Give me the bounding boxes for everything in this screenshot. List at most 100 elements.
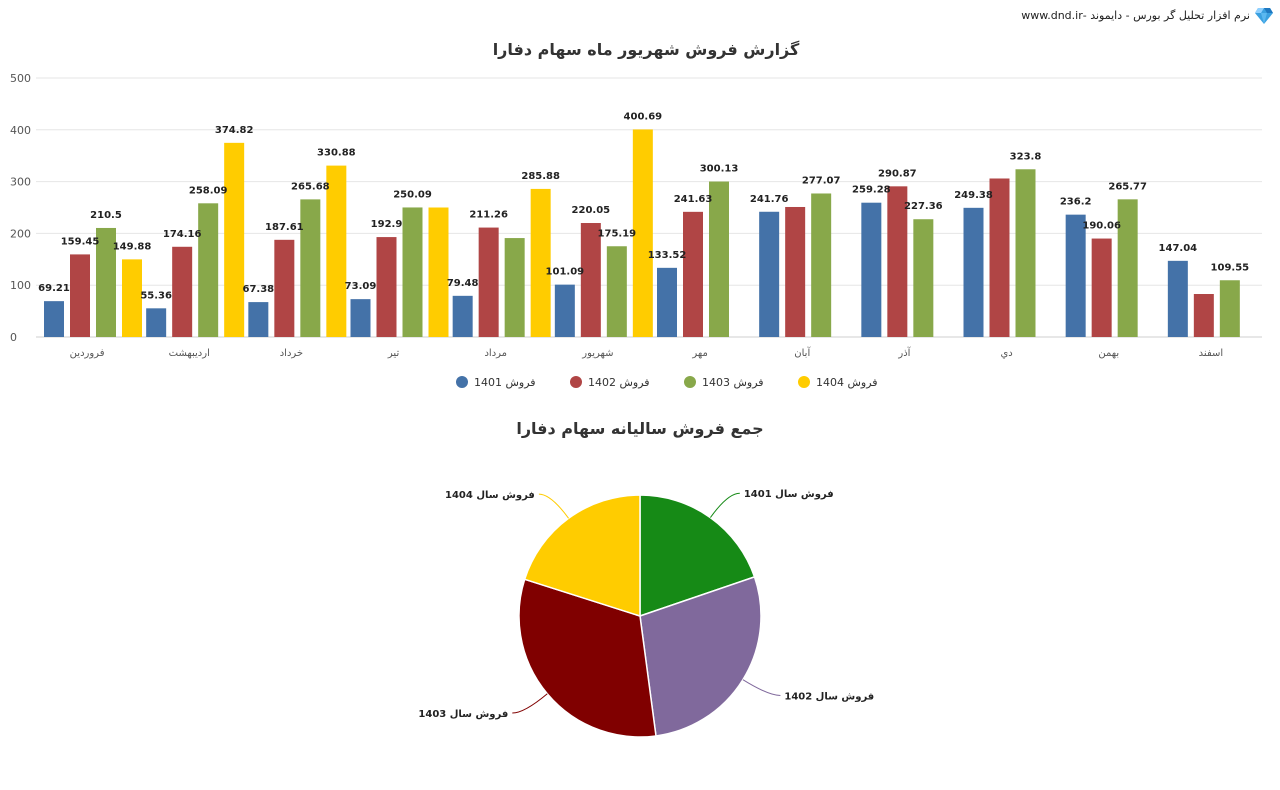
bar [428,207,449,337]
x-category-label: مرداد [484,348,507,359]
bar-chart-legend: فروش 1401 فروش 1402 فروش 1403 فروش 1404 [456,376,878,389]
data-label: 187.61 [265,222,304,233]
x-category-label: خرداد [280,348,303,359]
bar [989,178,1010,337]
bar [554,284,575,337]
data-label: 265.68 [291,181,330,192]
pie-slice-label: فروش سال 1404 [445,490,535,501]
data-label: 220.05 [572,205,611,216]
data-label: 249.38 [954,190,993,201]
pie-slice-label: فروش سال 1402 [784,692,874,703]
pie-chart-labels: فروش سال 1401 فروش سال 1402 فروش سال 1403 ف… [418,489,874,720]
data-label: 109.55 [1211,262,1250,273]
data-label: 192.9 [371,219,403,230]
x-category-label: فروردین [70,348,105,359]
data-label: 174.16 [163,229,202,240]
bar [861,202,882,337]
legend-marker [684,376,696,388]
y-tick-label: 300 [10,176,31,189]
x-category-label: آذر [897,346,911,359]
bar-chart-y-axis: 0 100 200 300 400 500 [10,72,31,344]
data-label: 236.2 [1060,197,1092,208]
bar [580,223,601,337]
bar-chart-data-labels: 69.21 159.45 210.5 149.88 55.36 174.16 258.09 3… [38,111,1249,301]
data-label: 133.52 [648,250,687,261]
diamond-logo-icon [1255,8,1273,24]
bar [198,203,219,337]
bar [122,259,142,337]
legend-marker [798,376,810,388]
pie-leader-line [742,679,781,696]
data-label: 101.09 [546,267,585,278]
bar [96,227,116,337]
x-category-label: دي [1000,348,1012,359]
x-category-label: تیر [387,348,400,359]
brand-text: نرم افزار تحلیل گر بورس - دایموند -www.d… [1021,8,1250,22]
bar [44,301,64,337]
bar-chart-x-axis: فروردین اردیبهشت خرداد تیر مرداد شهریور مهر آبا… [70,346,1223,359]
bar [70,254,90,337]
data-label: 149.88 [113,241,152,252]
pie-chart-title: جمع فروش سالیانه سهام دفارا [516,419,763,438]
bar [350,299,371,337]
x-category-label: آبان [794,346,811,359]
pie-leader-line [538,493,570,519]
legend-label: فروش 1401 [474,376,536,389]
x-category-label: شهریور [581,348,613,359]
x-category-label: اسفند [1199,348,1223,359]
bar [1091,238,1112,337]
pie-slice-label: فروش سال 1403 [418,709,508,720]
bar [1193,294,1214,337]
legend-marker [456,376,468,388]
bar [683,211,703,337]
data-label: 400.69 [624,111,663,122]
pie-slice [639,575,762,737]
pie-slice-label: فروش سال 1401 [744,489,834,500]
data-label: 210.5 [90,210,122,221]
y-tick-label: 200 [10,227,31,240]
pie-slice [639,494,756,618]
pie-slice [523,494,641,618]
bar [478,227,499,337]
bar [326,165,347,337]
data-label: 265.77 [1108,181,1147,192]
bar [759,211,780,337]
bar [172,246,193,337]
legend-label: فروش 1404 [816,376,878,389]
bar [530,188,551,337]
x-category-label: بهمن [1098,348,1119,359]
pie-slice [518,578,657,738]
legend-marker [570,376,582,388]
bar [376,237,397,337]
data-label: 147.04 [1159,243,1198,254]
bar [452,295,473,337]
data-label: 300.13 [700,164,739,175]
bar [811,193,832,337]
y-tick-label: 100 [10,279,31,292]
pie-leader-line [709,492,740,518]
bar [1219,280,1240,337]
data-label: 227.36 [904,201,943,212]
bar-chart-title: گزارش فروش شهریور ماه سهام دفارا [493,40,800,59]
x-category-label: اردیبهشت [169,348,210,359]
data-label: 285.88 [521,171,560,182]
data-label: 290.87 [878,168,917,179]
bar [657,267,677,337]
data-label: 241.76 [750,194,789,205]
bar [1117,199,1138,337]
bar [1065,214,1086,337]
bar [274,239,295,337]
bar [963,207,984,337]
bar [1167,260,1188,337]
pie-chart-slices [518,494,762,738]
data-label: 69.21 [38,283,70,294]
legend-label: فروش 1402 [588,376,650,389]
data-label: 175.19 [598,228,637,239]
data-label: 79.48 [447,278,479,289]
data-label: 67.38 [243,284,275,295]
bar [248,302,269,337]
data-label: 73.09 [345,281,377,292]
bar [632,129,653,337]
bar [887,186,908,337]
